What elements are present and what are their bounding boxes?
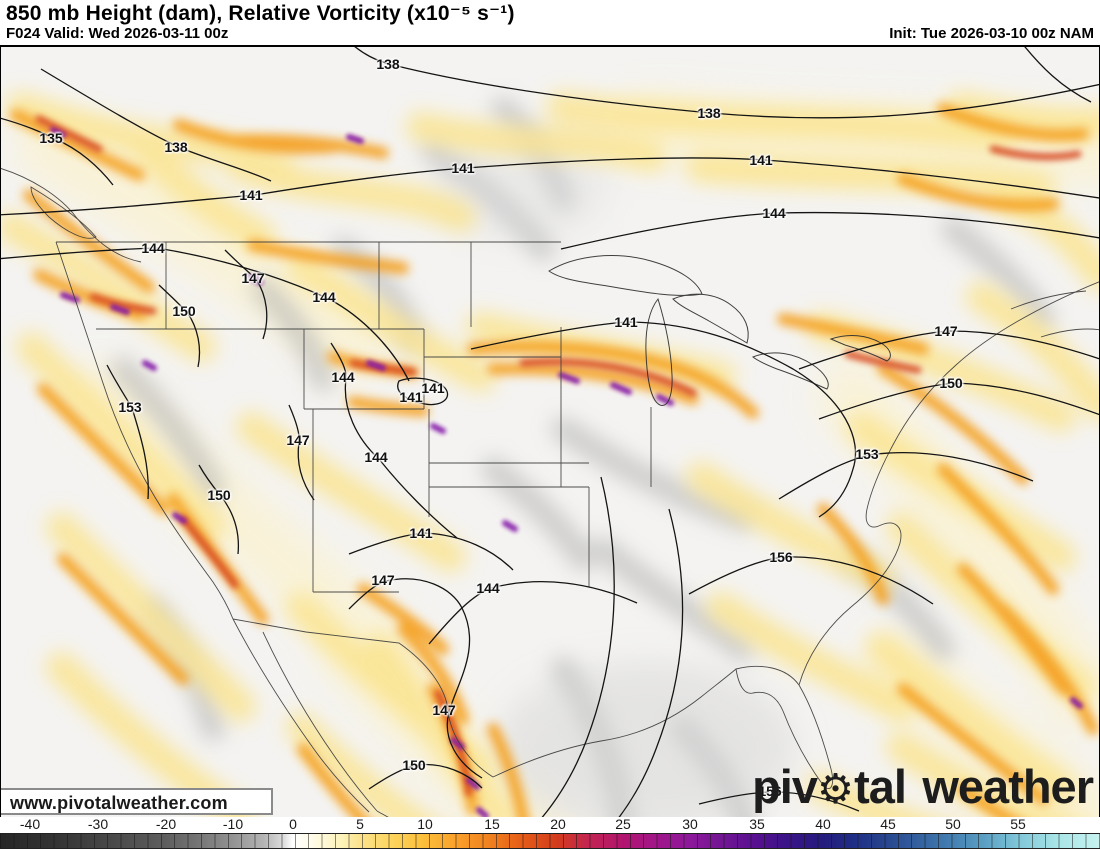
- contour-label: 150: [939, 375, 963, 391]
- contour-label: 156: [758, 783, 782, 799]
- brand-text-tal: tal: [854, 760, 907, 813]
- colorbar-tick: -10: [222, 816, 244, 832]
- contour-label: 156: [769, 549, 793, 565]
- colorbar-tick: 15: [484, 816, 500, 832]
- brand-logo: piv⚙tal weather: [752, 759, 1094, 814]
- colorbar-gradient: [0, 833, 1100, 849]
- contour-labels-layer: 135 138 138 138 141 141 141 141 141 141 141 144 144 1…: [1, 47, 1099, 817]
- colorbar: -40 -30 -20 -10 0 5 10 15 20 25 30 35 40 45 50 55: [0, 816, 1100, 850]
- colorbar-tick: 10: [417, 816, 433, 832]
- contour-label: 150: [172, 303, 196, 319]
- brand-text-weather: weather: [922, 760, 1094, 813]
- valid-time-label: F024 Valid: Wed 2026-03-11 00z: [6, 25, 229, 42]
- contour-label: 141: [614, 314, 638, 330]
- contour-label: 141: [399, 389, 423, 405]
- colorbar-ticks: -40 -30 -20 -10 0 5 10 15 20 25 30 35 40 45 50 55: [0, 816, 1100, 833]
- colorbar-tick: 5: [356, 816, 364, 832]
- colorbar-tick: 25: [615, 816, 631, 832]
- colorbar-tick: 0: [289, 816, 297, 832]
- contour-label: 141: [239, 187, 263, 203]
- contour-label: 141: [749, 152, 773, 168]
- contour-label: 141: [451, 160, 475, 176]
- colorbar-tick: 50: [945, 816, 961, 832]
- page-title: 850 mb Height (dam), Relative Vorticity …: [6, 2, 515, 25]
- colorbar-tick: 55: [1010, 816, 1026, 832]
- colorbar-tick: 40: [815, 816, 831, 832]
- watermark: www.pivotalweather.com: [1, 788, 273, 815]
- contour-label: 147: [371, 572, 395, 588]
- contour-label: 147: [241, 270, 265, 286]
- contour-label: 135: [39, 130, 63, 146]
- contour-label: 138: [697, 105, 721, 121]
- contour-label: 147: [934, 323, 958, 339]
- map-canvas: 135 138 138 138 141 141 141 141 141 141 141 144 144 1…: [0, 47, 1100, 817]
- gear-icon: ⚙: [816, 765, 855, 813]
- contour-label: 144: [364, 449, 388, 465]
- contour-label: 144: [141, 240, 165, 256]
- contour-label: 144: [762, 205, 786, 221]
- colorbar-tick: -40: [19, 816, 41, 832]
- contour-label: 138: [376, 56, 400, 72]
- contour-label: 144: [312, 289, 336, 305]
- contour-label: 150: [402, 757, 426, 773]
- contour-label: 138: [164, 139, 188, 155]
- map-header: 850 mb Height (dam), Relative Vorticity …: [0, 0, 1100, 47]
- contour-label: 150: [207, 487, 231, 503]
- contour-label: 144: [476, 580, 500, 596]
- colorbar-tick: 20: [550, 816, 566, 832]
- contour-label: 153: [118, 399, 142, 415]
- colorbar-tick: -20: [155, 816, 177, 832]
- contour-label: 141: [421, 380, 445, 396]
- colorbar-tick: 35: [749, 816, 765, 832]
- colorbar-tick: 45: [880, 816, 896, 832]
- init-time-label: Init: Tue 2026-03-10 00z NAM: [889, 25, 1094, 42]
- contour-label: 144: [331, 369, 355, 385]
- contour-label: 153: [855, 446, 879, 462]
- brand-text-piv: piv: [752, 760, 818, 813]
- contour-label: 141: [409, 525, 433, 541]
- contour-label: 147: [432, 702, 456, 718]
- contour-label: 147: [286, 432, 310, 448]
- colorbar-tick: 30: [682, 816, 698, 832]
- colorbar-tick: -30: [87, 816, 109, 832]
